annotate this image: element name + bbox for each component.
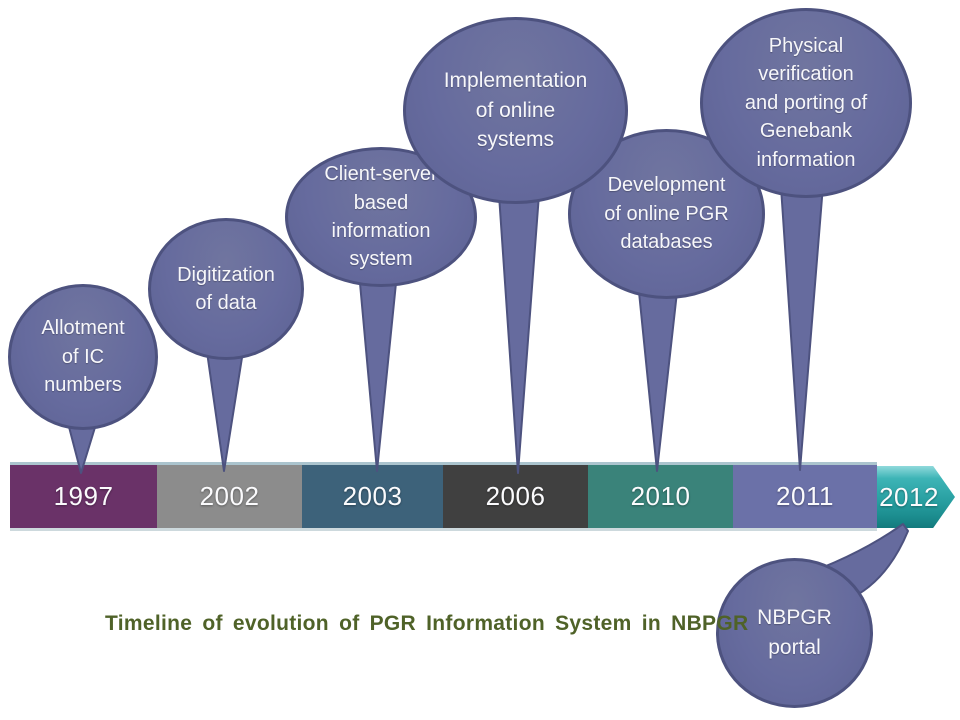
year-label-2003: 2003 [342, 481, 403, 511]
event-bubble-2011: Physical verification and porting of Gen… [700, 8, 912, 198]
year-label-2010: 2010 [630, 481, 691, 511]
timeline-segment-1997: 1997 [10, 465, 157, 528]
tail-2002 [205, 344, 245, 472]
timeline-segment-2002: 2002 [157, 465, 302, 528]
tail-2003 [358, 271, 398, 472]
event-bubble-2006: Implementation of online systems [403, 17, 628, 204]
bar-bottom-edge [10, 528, 877, 531]
slide-caption: Timeline of evolution of PGR Information… [105, 612, 749, 635]
year-label-1997: 1997 [53, 481, 114, 511]
timeline-segment-2003: 2003 [302, 465, 443, 528]
year-label-2006: 2006 [485, 481, 546, 511]
timeline-segment-2010: 2010 [588, 465, 733, 528]
tail-2010 [637, 281, 679, 472]
timeline-segment-2006: 2006 [443, 465, 588, 528]
tail-2006 [497, 179, 541, 474]
tail-2011 [779, 171, 825, 471]
year-label-2011: 2011 [776, 481, 834, 511]
bar-top-edge [10, 462, 877, 465]
event-bubble-2012-portal: NBPGR portal [716, 558, 873, 708]
timeline-segment-2011: 2011 [733, 465, 877, 528]
event-bubble-2002: Digitization of data [148, 218, 304, 360]
year-label-2002: 2002 [199, 481, 260, 511]
year-label-2012: 2012 [879, 481, 939, 512]
event-bubble-1997: Allotment of IC numbers [8, 284, 158, 430]
